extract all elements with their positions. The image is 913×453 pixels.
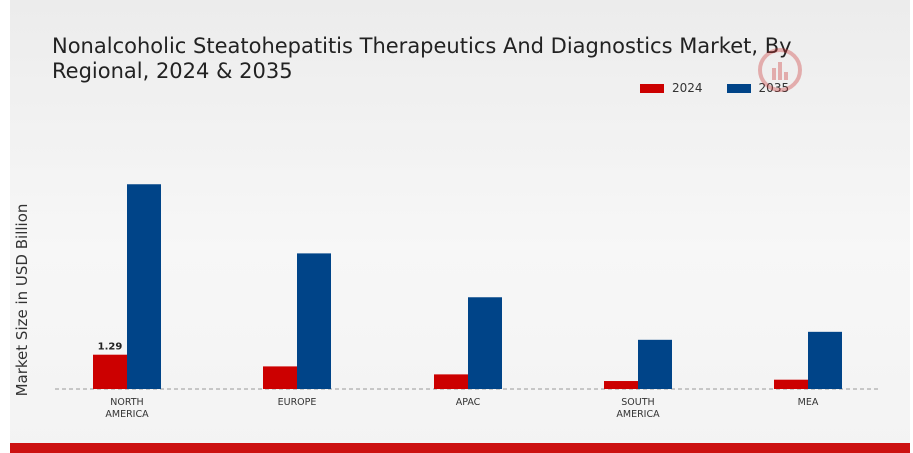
bar-2035-0 [127, 184, 161, 389]
legend-swatch-2024 [640, 83, 664, 93]
bar-2035-1 [297, 253, 331, 389]
x-tick-label-3-0: SOUTH [621, 397, 654, 408]
bar-2024-4 [774, 379, 808, 389]
bar-2035-2 [468, 297, 502, 389]
legend-item-2024: 2024 [640, 81, 703, 95]
x-tick-label-2-0: APAC [456, 397, 481, 408]
bar-2024-1 [263, 366, 297, 389]
x-tick-label-0-1: AMERICA [105, 409, 149, 420]
bar-2035-4 [808, 331, 842, 389]
legend-item-2035: 2035 [726, 81, 790, 95]
x-tick-label-4-0: MEA [798, 397, 819, 408]
legend-swatch-2035 [726, 83, 751, 93]
bar-2035-3 [638, 339, 672, 389]
data-label-0: 1.29 [98, 342, 123, 353]
x-tick-label-0-0: NORTH [110, 397, 143, 408]
bar-2024-3 [604, 381, 638, 389]
bar-2024-0 [93, 354, 127, 389]
x-tick-label-1-0: EUROPE [278, 397, 317, 408]
watermark-logo-icon [758, 48, 802, 92]
footer-bar [10, 443, 910, 453]
legend-label-2024: 2024 [672, 81, 703, 95]
legend-label-2035: 2035 [758, 81, 790, 95]
x-tick-label-3-1: AMERICA [616, 409, 660, 420]
legend: 2024 2035 [640, 80, 813, 96]
bar-2024-2 [434, 374, 468, 389]
chart-title: Nonalcoholic Steatohepatitis Therapeutic… [52, 34, 792, 83]
